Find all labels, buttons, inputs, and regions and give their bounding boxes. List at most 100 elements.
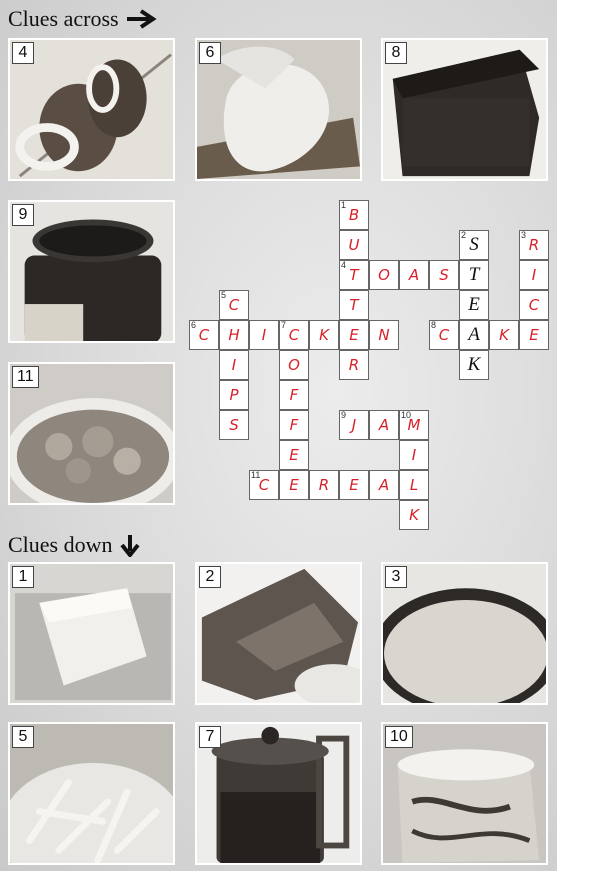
cell-letter: A — [378, 476, 390, 494]
crossword-cell[interactable]: F — [279, 410, 309, 440]
cell-letter: I — [411, 446, 417, 464]
cell-letter: E — [529, 326, 539, 344]
cell-letter: A — [378, 416, 390, 434]
crossword-cell[interactable]: A — [459, 320, 489, 350]
cell-letter: R — [318, 476, 330, 494]
clue-number-11: 11 — [12, 366, 39, 388]
crossword-cell[interactable]: U — [339, 230, 369, 260]
crossword-cell[interactable]: E — [459, 290, 489, 320]
cell-letter: U — [348, 236, 360, 254]
cell-letter: P — [229, 386, 239, 404]
crossword-cell[interactable]: E — [339, 470, 369, 500]
clues-across-heading: Clues across — [8, 6, 157, 32]
crossword-cell[interactable]: F — [279, 380, 309, 410]
cell-letter: B — [348, 206, 360, 224]
crossword-cell[interactable]: C 11 — [249, 470, 279, 500]
crossword-cell[interactable]: I — [219, 350, 249, 380]
crossword-cell[interactable]: K — [309, 320, 339, 350]
cell-letter: H — [228, 326, 240, 344]
crossword-cell[interactable]: I — [519, 260, 549, 290]
cell-letter: C — [288, 326, 300, 344]
crossword-cell[interactable]: E — [279, 440, 309, 470]
crossword-cell[interactable]: E — [279, 470, 309, 500]
cell-letter: E — [349, 476, 359, 494]
clue-number-3: 3 — [385, 566, 407, 588]
crossword-cell[interactable]: I — [399, 440, 429, 470]
crossword-cell[interactable]: S — [429, 260, 459, 290]
clue-photo-10: 10 — [381, 722, 548, 865]
clue-photo-8: 8 — [381, 38, 548, 181]
cell-letter: J — [351, 416, 357, 434]
cell-letter: S — [229, 416, 239, 434]
cell-clue-number: 5 — [221, 290, 227, 300]
crossword-cell[interactable]: E — [339, 320, 369, 350]
cell-letter: R — [348, 356, 360, 374]
crossword-cell[interactable]: H — [219, 320, 249, 350]
clue-number-4: 4 — [12, 42, 34, 64]
clue-photo-2: 2 — [195, 562, 362, 705]
cell-letter: E — [289, 476, 299, 494]
cell-letter: A — [468, 324, 480, 345]
clue-photo-6: 6 — [195, 38, 362, 181]
cell-clue-number: 4 — [341, 260, 347, 270]
clue-number-2: 2 — [199, 566, 221, 588]
crossword-cell[interactable]: T — [459, 260, 489, 290]
crossword-cell[interactable]: N — [369, 320, 399, 350]
crossword-cell[interactable]: S — [219, 410, 249, 440]
cell-letter: K — [319, 326, 329, 344]
crossword-cell[interactable]: I — [249, 320, 279, 350]
crossword-cell[interactable]: K — [459, 350, 489, 380]
clue-number-8: 8 — [385, 42, 407, 64]
clue-number-10: 10 — [385, 726, 413, 748]
crossword-cell[interactable]: A — [369, 410, 399, 440]
arrow-down-icon — [119, 535, 140, 557]
cell-letter: O — [288, 356, 300, 374]
crossword-cell[interactable]: E — [519, 320, 549, 350]
cell-clue-number: 11 — [251, 470, 261, 480]
clue-number-6: 6 — [199, 42, 221, 64]
sausage-kebab-image — [10, 40, 173, 179]
chips-image — [10, 724, 173, 863]
cell-letter: N — [378, 326, 390, 344]
clue-photo-9: 9 — [8, 200, 175, 343]
crossword-cell[interactable]: O — [369, 260, 399, 290]
crossword-cell[interactable]: R — [309, 470, 339, 500]
cell-clue-number: 6 — [191, 320, 197, 330]
cell-clue-number: 2 — [461, 230, 467, 240]
cell-letter: F — [289, 386, 299, 404]
crossword-cell[interactable]: P — [219, 380, 249, 410]
butter-image — [10, 564, 173, 703]
crossword-cell[interactable]: T — [339, 290, 369, 320]
cell-clue-number: 8 — [431, 320, 437, 330]
cell-clue-number: 10 — [401, 410, 412, 420]
cell-letter: E — [349, 326, 359, 344]
arrow-right-icon — [126, 9, 157, 29]
crossword-cell[interactable]: A — [369, 470, 399, 500]
clue-photo-11: 11 — [8, 362, 175, 505]
cell-letter: K — [409, 506, 419, 524]
crossword-cell[interactable]: K — [489, 320, 519, 350]
crossword-cell[interactable]: A — [399, 260, 429, 290]
crossword-cell[interactable]: L — [399, 470, 429, 500]
cell-letter: K — [467, 354, 481, 375]
crossword-cell[interactable]: O — [279, 350, 309, 380]
clues-down-heading: Clues down — [8, 532, 141, 558]
crossword-cell[interactable]: M 10 — [399, 410, 429, 440]
cell-letter: T — [468, 264, 480, 285]
cell-letter: O — [378, 266, 390, 284]
cell-letter: L — [409, 476, 419, 494]
crossword-cell[interactable]: K — [399, 500, 429, 530]
crossword-cell[interactable]: R — [339, 350, 369, 380]
crossword-cell[interactable]: C — [519, 290, 549, 320]
cell-letter: C — [258, 476, 270, 494]
clue-photo-4: 4 — [8, 38, 175, 181]
